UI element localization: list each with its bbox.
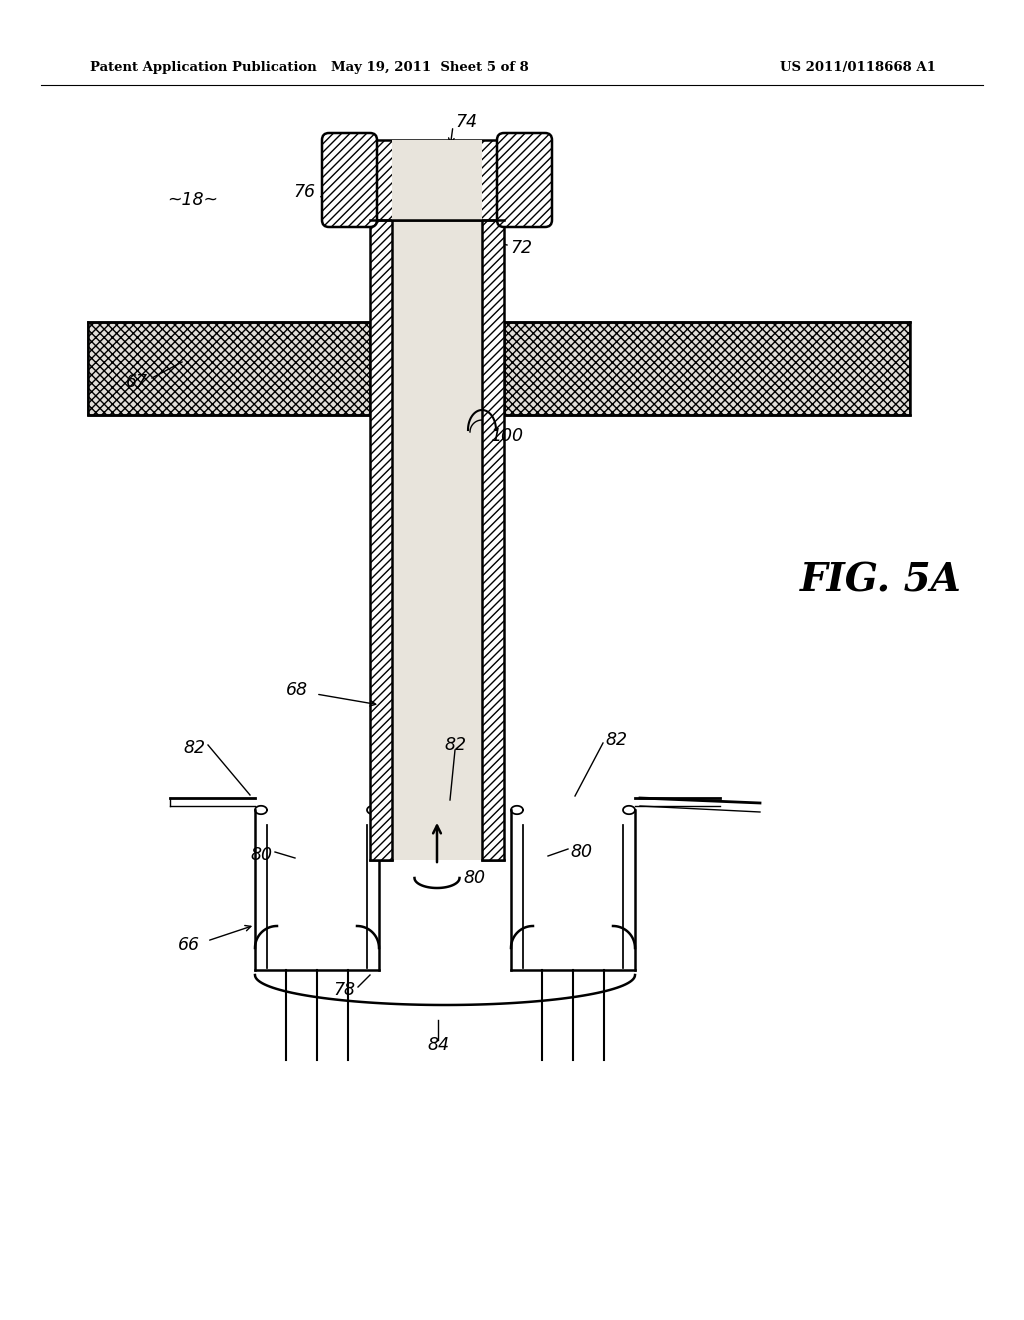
Text: 100: 100 bbox=[490, 426, 523, 445]
Text: 82: 82 bbox=[444, 737, 466, 754]
Text: Patent Application Publication: Patent Application Publication bbox=[90, 62, 316, 74]
FancyBboxPatch shape bbox=[322, 133, 377, 227]
FancyBboxPatch shape bbox=[497, 133, 552, 227]
Text: 80: 80 bbox=[250, 846, 272, 865]
Polygon shape bbox=[88, 322, 370, 414]
Polygon shape bbox=[392, 140, 482, 220]
Text: ~18~: ~18~ bbox=[167, 191, 218, 209]
Text: 67: 67 bbox=[126, 374, 148, 391]
Text: 72: 72 bbox=[510, 239, 532, 257]
Text: 66: 66 bbox=[178, 936, 200, 954]
Text: 80: 80 bbox=[570, 843, 592, 861]
Polygon shape bbox=[370, 140, 504, 220]
Text: US 2011/0118668 A1: US 2011/0118668 A1 bbox=[780, 62, 936, 74]
Text: 82: 82 bbox=[605, 731, 627, 748]
Text: 70: 70 bbox=[326, 139, 348, 157]
Polygon shape bbox=[482, 154, 504, 861]
Text: 80: 80 bbox=[463, 869, 485, 887]
Text: 82: 82 bbox=[183, 739, 205, 756]
Text: FIG. 5A: FIG. 5A bbox=[800, 561, 962, 599]
Text: 68: 68 bbox=[286, 681, 308, 700]
Text: 74: 74 bbox=[455, 114, 477, 131]
Text: May 19, 2011  Sheet 5 of 8: May 19, 2011 Sheet 5 of 8 bbox=[331, 62, 528, 74]
Text: 84: 84 bbox=[427, 1036, 449, 1053]
Polygon shape bbox=[370, 154, 392, 861]
Text: 76: 76 bbox=[293, 183, 315, 201]
Polygon shape bbox=[504, 322, 910, 414]
Polygon shape bbox=[392, 154, 482, 861]
Text: 78: 78 bbox=[333, 981, 355, 999]
